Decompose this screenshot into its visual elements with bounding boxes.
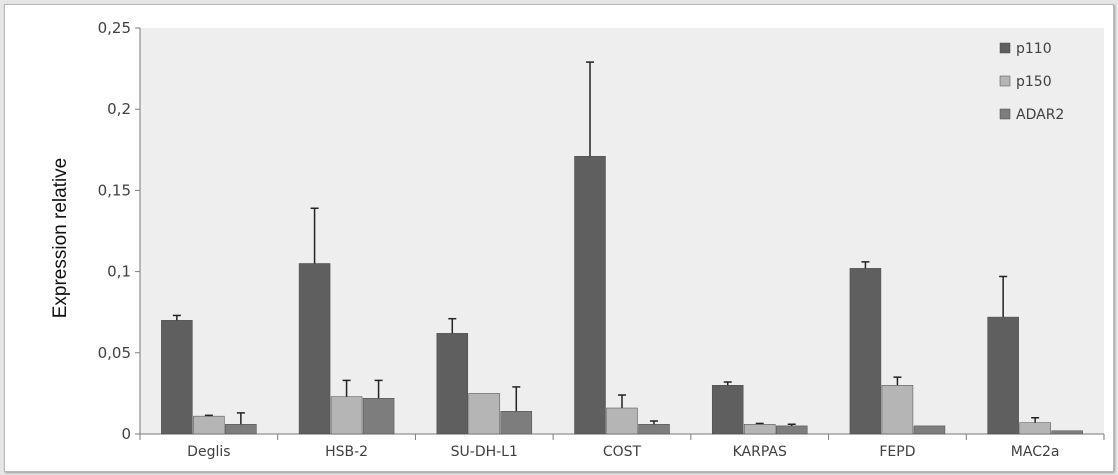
bar-ADAR2-MAC2a <box>1051 430 1083 435</box>
x-tick-label: HSB-2 <box>325 444 368 460</box>
bar-p150-KARPAS <box>743 424 776 435</box>
bar-p150-FEPD <box>881 385 914 435</box>
bar-p150-Deglis <box>193 415 225 435</box>
legend-label-ADAR2: ADAR2 <box>1016 107 1064 123</box>
bar-ADAR2-KARPAS <box>775 425 808 435</box>
y-tick-label: 0,2 <box>107 100 131 118</box>
bar-ADAR2-COST <box>638 424 670 435</box>
legend-swatch-p150 <box>999 75 1011 87</box>
bar-p110-HSB-2 <box>298 263 331 435</box>
bar-p110-COST <box>574 156 606 435</box>
bar-p110-SU-DH-L1 <box>436 333 469 435</box>
bar-p110-FEPD <box>849 268 882 435</box>
legend-label-p150: p150 <box>1016 74 1052 90</box>
x-tick-label: Deglis <box>187 444 230 460</box>
y-tick-label: 0,25 <box>98 19 131 37</box>
bar-ADAR2-SU-DH-L1 <box>500 411 533 435</box>
legend-swatch-p110 <box>999 42 1011 54</box>
y-tick-label: 0,15 <box>98 181 131 199</box>
x-tick-label: FEPD <box>879 444 915 460</box>
plot-area <box>140 28 1104 434</box>
x-tick-label: KARPAS <box>733 444 787 460</box>
x-tick-label: COST <box>603 444 642 460</box>
bar-p150-SU-DH-L1 <box>468 393 501 435</box>
legend-swatch-ADAR2 <box>999 108 1011 120</box>
bar-p150-COST <box>606 407 638 435</box>
y-axis-title: Expression relative <box>50 158 71 319</box>
bar-p150-MAC2a <box>1019 422 1051 435</box>
x-tick-label: SU-DH-L1 <box>451 444 518 460</box>
x-tick-label: MAC2a <box>1011 444 1060 460</box>
legend-label-p110: p110 <box>1016 41 1052 57</box>
y-tick-label: 0 <box>121 425 131 443</box>
bar-ADAR2-HSB-2 <box>362 398 395 435</box>
y-tick-label: 0,05 <box>98 344 131 362</box>
bar-p110-Deglis <box>161 320 193 435</box>
bar-ADAR2-FEPD <box>913 425 946 435</box>
bar-p110-MAC2a <box>987 316 1019 435</box>
bar-p150-HSB-2 <box>330 396 363 435</box>
bar-p110-KARPAS <box>711 385 744 435</box>
bar-ADAR2-Deglis <box>225 424 257 435</box>
y-tick-label: 0,1 <box>107 263 131 281</box>
